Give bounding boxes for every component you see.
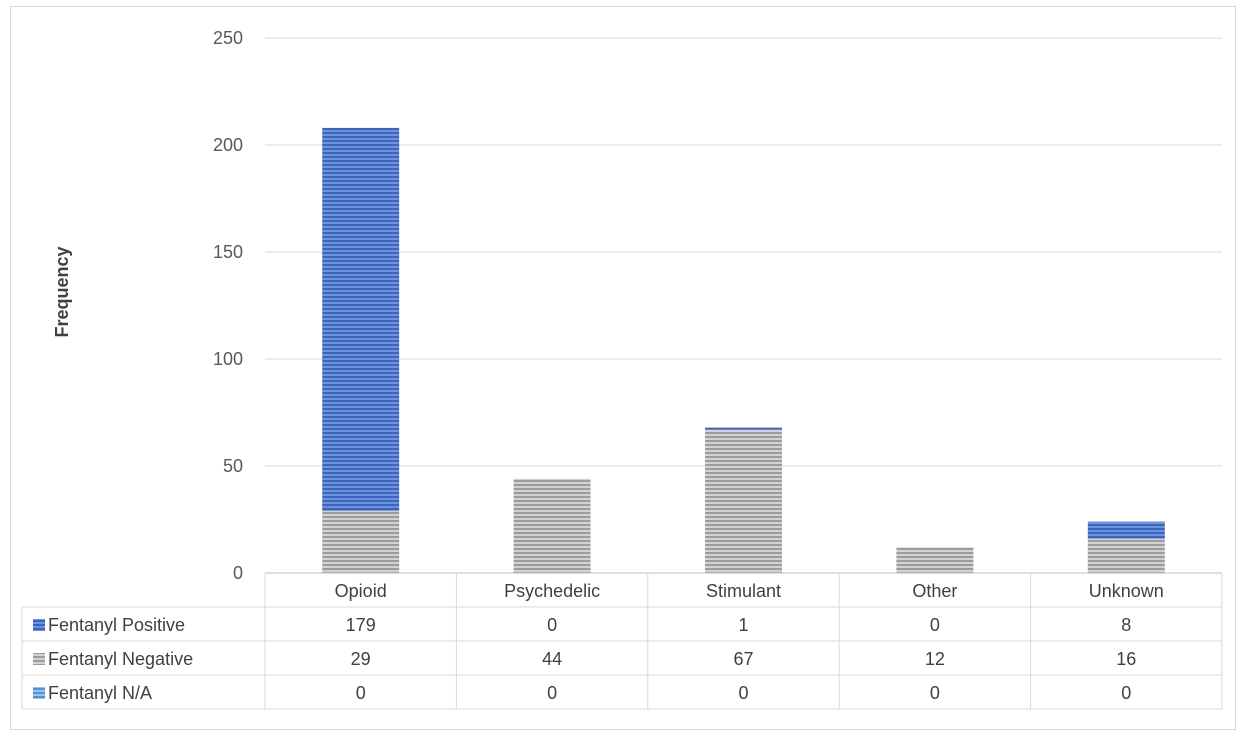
gridlines bbox=[265, 37, 1222, 467]
y-tick-250: 250 bbox=[213, 28, 243, 48]
legend-label-fentanyl-n-a: Fentanyl N/A bbox=[48, 683, 152, 703]
data-label-opioid-fentanyl-n-a: 0 bbox=[356, 683, 366, 703]
x-tick-opioid: Opioid bbox=[335, 581, 387, 601]
data-label-other-fentanyl-n-a: 0 bbox=[930, 683, 940, 703]
data-label-opioid-fentanyl-positive: 179 bbox=[346, 615, 376, 635]
bar-unknown-fentanyl-negative bbox=[1087, 538, 1165, 573]
data-label-psychedelic-fentanyl-negative: 44 bbox=[542, 649, 562, 669]
legend-label-fentanyl-negative: Fentanyl Negative bbox=[48, 649, 193, 669]
data-label-unknown-fentanyl-n-a: 0 bbox=[1121, 683, 1131, 703]
x-tick-other: Other bbox=[912, 581, 957, 601]
y-tick-50: 50 bbox=[223, 456, 243, 476]
bar-other-fentanyl-negative bbox=[896, 547, 974, 573]
legend-swatch-fentanyl-negative bbox=[33, 653, 45, 665]
data-label-unknown-fentanyl-positive: 8 bbox=[1121, 615, 1131, 635]
bar-psychedelic-fentanyl-negative bbox=[513, 478, 591, 573]
data-label-other-fentanyl-positive: 0 bbox=[930, 615, 940, 635]
x-tick-psychedelic: Psychedelic bbox=[504, 581, 600, 601]
data-label-psychedelic-fentanyl-n-a: 0 bbox=[547, 683, 557, 703]
data-label-stimulant-fentanyl-positive: 1 bbox=[738, 615, 748, 635]
y-tick-100: 100 bbox=[213, 349, 243, 369]
legend-label-fentanyl-positive: Fentanyl Positive bbox=[48, 615, 185, 635]
bar-opioid-fentanyl-negative bbox=[322, 510, 400, 573]
y-tick-0: 0 bbox=[233, 563, 243, 583]
legend-swatch-fentanyl-positive bbox=[33, 619, 45, 631]
data-label-psychedelic-fentanyl-positive: 0 bbox=[547, 615, 557, 635]
bars bbox=[322, 127, 1165, 573]
chart-frame bbox=[10, 6, 1236, 730]
data-label-stimulant-fentanyl-n-a: 0 bbox=[738, 683, 748, 703]
bar-unknown-fentanyl-positive bbox=[1087, 521, 1165, 539]
data-label-other-fentanyl-negative: 12 bbox=[925, 649, 945, 669]
y-tick-200: 200 bbox=[213, 135, 243, 155]
data-table: Opioid Psychedelic Stimulant Other Unknown Fe… bbox=[21, 572, 1223, 710]
bar-stimulant-fentanyl-positive bbox=[705, 427, 782, 430]
x-tick-unknown: Unknown bbox=[1089, 581, 1164, 601]
data-label-unknown-fentanyl-negative: 16 bbox=[1116, 649, 1136, 669]
legend-swatch-fentanyl-n-a bbox=[33, 687, 45, 699]
y-tick-labels: 0 50 100 150 200 250 bbox=[213, 28, 243, 583]
x-tick-stimulant: Stimulant bbox=[706, 581, 781, 601]
y-tick-150: 150 bbox=[213, 242, 243, 262]
bar-stimulant-fentanyl-negative bbox=[705, 429, 782, 573]
bar-opioid-fentanyl-positive bbox=[322, 127, 400, 511]
y-axis-label: Frequency bbox=[52, 246, 72, 337]
data-label-stimulant-fentanyl-negative: 67 bbox=[733, 649, 753, 669]
data-label-opioid-fentanyl-negative: 29 bbox=[351, 649, 371, 669]
